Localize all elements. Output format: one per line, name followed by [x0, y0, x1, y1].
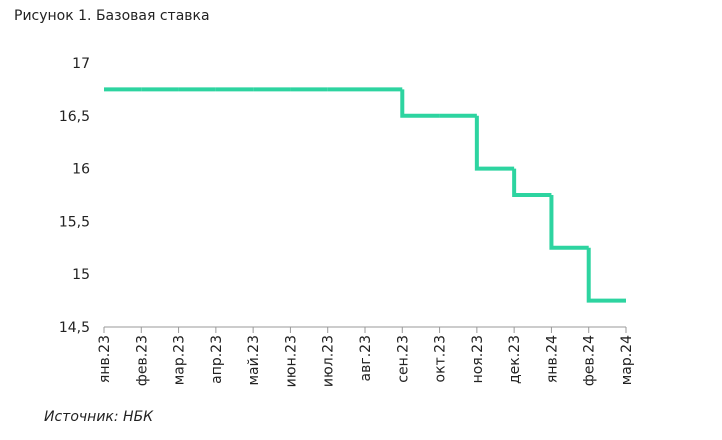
x-tick-label: фев.23: [134, 335, 150, 386]
x-tick-label: янв.24: [544, 335, 560, 383]
x-tick-label: июл.23: [321, 335, 337, 387]
x-tick-label: янв.23: [97, 335, 113, 383]
x-tick-label: дек.23: [507, 335, 523, 384]
y-tick-label: 15,5: [59, 214, 90, 230]
x-tick-label: окт.23: [433, 335, 449, 382]
x-tick-label: сен.23: [395, 335, 411, 383]
x-tick-label: апр.23: [209, 335, 225, 384]
rate-step: [549, 195, 589, 250]
x-tick-label: ноя.23: [470, 335, 486, 383]
y-tick-label: 14,5: [59, 320, 90, 336]
x-tick-label: мар.23: [172, 335, 188, 385]
chart-title: Рисунок 1. Базовая ставка: [14, 8, 210, 24]
x-tick-label: авг.23: [358, 335, 374, 381]
y-tick-label: 16,5: [59, 109, 90, 125]
rate-step: [586, 247, 626, 303]
y-tick-label: 16: [72, 162, 90, 178]
rate-step: [474, 115, 515, 171]
rate-step: [512, 168, 552, 197]
y-tick-label: 15: [72, 267, 90, 283]
x-tick-label: май.23: [246, 335, 262, 386]
y-tick-label: 17: [72, 56, 90, 72]
x-tick-label: мар.24: [619, 335, 635, 385]
x-tick-label: июн.23: [283, 335, 299, 387]
x-tick-label: фев.24: [582, 335, 598, 386]
source-note: Источник: НБК: [44, 409, 154, 425]
rate-step: [400, 89, 440, 118]
